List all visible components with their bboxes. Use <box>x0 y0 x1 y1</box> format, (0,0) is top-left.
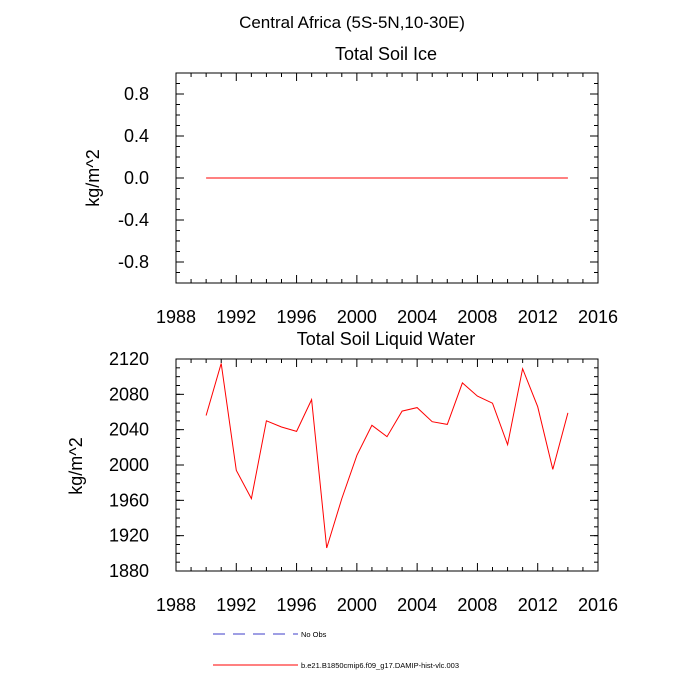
y-axis-label: kg/m^2 <box>66 437 86 494</box>
y-tick-label: 0.4 <box>124 126 149 146</box>
plot-area: 1988 1992 1996 2000 2004 2008 2012 2016 -0.8 -0.4… <box>118 72 618 327</box>
x-tick-label: 2004 <box>397 307 437 327</box>
x-tick-label: 2008 <box>457 595 497 615</box>
x-tick-label: 2004 <box>397 595 437 615</box>
y-tick-label: -0.4 <box>118 210 149 230</box>
legend-obs-label: No Obs <box>301 630 327 639</box>
y-tick-label: 2120 <box>109 349 149 369</box>
panel-title: Total Soil Liquid Water <box>297 329 475 349</box>
y-tick-label: 2000 <box>109 455 149 475</box>
x-tick-label: 2000 <box>337 307 377 327</box>
x-tick-label: 2016 <box>578 307 618 327</box>
y-tick-label: 1920 <box>109 526 149 546</box>
plot-frame <box>175 358 599 572</box>
y-axis-label: kg/m^2 <box>83 149 103 206</box>
y-tick-label: 1960 <box>109 490 149 510</box>
y-tick-label: -0.8 <box>118 252 149 272</box>
figure-title: Central Africa (5S-5N,10-30E) <box>239 13 465 32</box>
y-tick-label: 2080 <box>109 384 149 404</box>
y-tick-label: 1880 <box>109 561 149 581</box>
series-line <box>205 363 569 549</box>
y-tick-label: 0.8 <box>124 84 149 104</box>
x-tick-label: 2012 <box>518 595 558 615</box>
x-tick-label: 1988 <box>156 595 196 615</box>
panel-soil-liquid-water: Total Soil Liquid Water kg/m^2 1988 1992 1… <box>66 329 618 615</box>
plot-area: 1988 1992 1996 2000 2004 2008 2012 2016 1880 1920… <box>109 349 618 615</box>
x-tick-label: 2016 <box>578 595 618 615</box>
x-tick-label: 2008 <box>457 307 497 327</box>
legend-model-label: b.e21.B1850cmip6.f09_g17.DAMIP-hist-vlc.… <box>301 661 459 670</box>
legend: No Obs b.e21.B1850cmip6.f09_g17.DAMIP-hi… <box>213 630 459 670</box>
x-tick-label: 2012 <box>518 307 558 327</box>
x-tick-label: 1988 <box>156 307 196 327</box>
x-tick-label: 1996 <box>277 595 317 615</box>
panel-title: Total Soil Ice <box>335 44 437 64</box>
x-tick-label: 2000 <box>337 595 377 615</box>
x-tick-label: 1992 <box>216 595 256 615</box>
panel-soil-ice: Total Soil Ice kg/m^2 1988 1992 1996 2000 20… <box>83 44 618 327</box>
x-tick-label: 1996 <box>277 307 317 327</box>
x-tick-label: 1992 <box>216 307 256 327</box>
y-tick-label: 0.0 <box>124 168 149 188</box>
y-tick-label: 2040 <box>109 420 149 440</box>
